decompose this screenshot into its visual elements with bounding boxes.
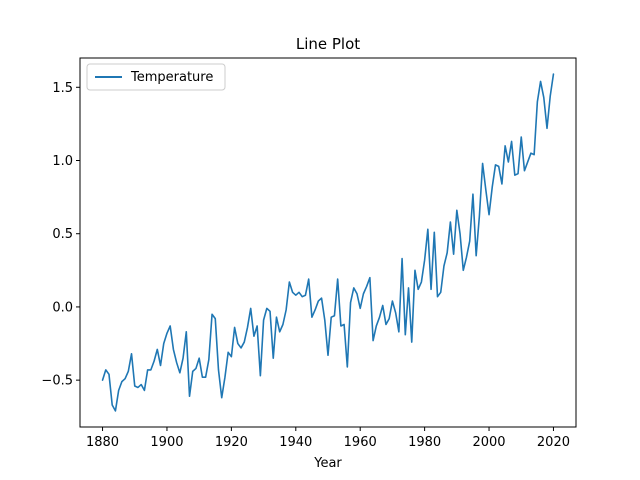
x-tick-label: 2020 xyxy=(537,435,570,450)
legend: Temperature xyxy=(86,63,226,91)
axes-frame xyxy=(79,57,577,428)
legend-box xyxy=(86,63,226,91)
chart-title: Line Plot xyxy=(296,35,360,53)
x-tick-label: 1880 xyxy=(86,435,119,450)
x-axis: 1880 1900 1920 1940 1960 1980 2000 2020 xyxy=(86,427,570,450)
x-tick-label: 2000 xyxy=(472,435,505,450)
y-axis: −0.5 0.0 0.5 1.0 1.5 xyxy=(41,81,80,389)
x-tick-label: 1980 xyxy=(408,435,441,450)
y-tick-label: 0.0 xyxy=(52,300,73,315)
x-tick-label: 1960 xyxy=(344,435,377,450)
y-tick-label: 0.5 xyxy=(52,227,73,242)
x-tick-label: 1920 xyxy=(215,435,248,450)
y-tick-label: 1.0 xyxy=(52,154,73,169)
x-axis-label: Year xyxy=(313,456,342,471)
plot-area xyxy=(101,73,555,412)
legend-label: Temperature xyxy=(130,70,213,85)
y-tick-label: 1.5 xyxy=(52,81,73,96)
x-tick-label: 1900 xyxy=(150,435,183,450)
y-tick-label: −0.5 xyxy=(41,374,73,389)
series-line-temperature xyxy=(101,73,555,412)
x-tick-label: 1940 xyxy=(279,435,312,450)
